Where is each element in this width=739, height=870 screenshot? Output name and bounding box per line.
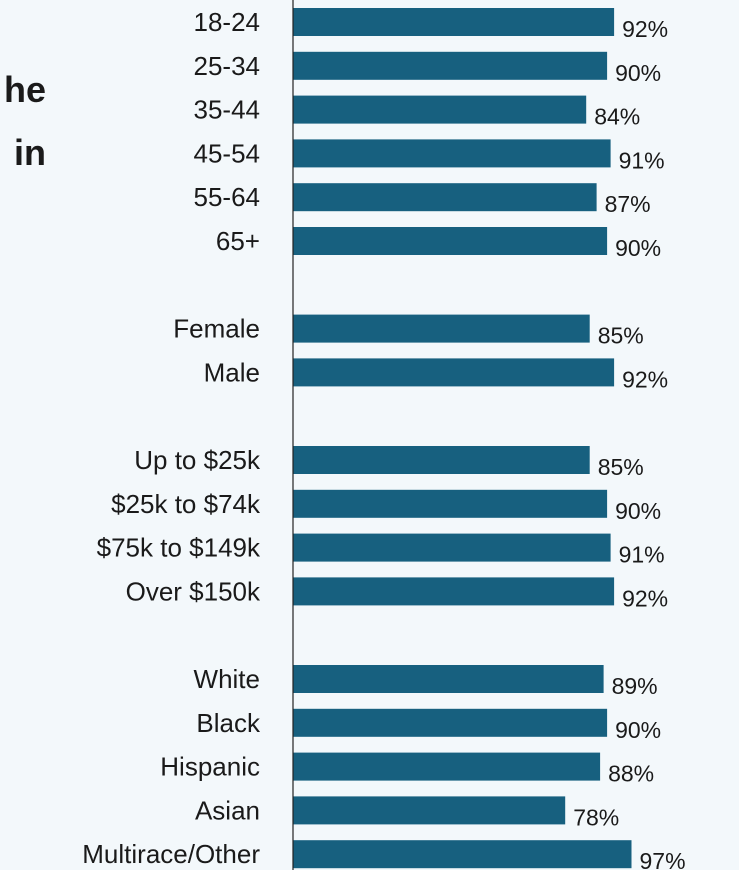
category-label: 35-44 — [194, 95, 261, 125]
value-label: 85% — [598, 454, 644, 480]
value-label: 90% — [615, 235, 661, 261]
category-label: 45-54 — [194, 138, 261, 168]
category-label: 18-24 — [194, 7, 261, 37]
category-label: Hispanic — [160, 752, 260, 782]
value-label: 84% — [594, 104, 640, 130]
bar-65- — [293, 227, 608, 255]
category-label: $25k to $74k — [111, 489, 261, 519]
value-label: 97% — [640, 848, 686, 870]
bar--25k-to-74k — [293, 489, 608, 518]
category-label: 65+ — [216, 226, 260, 256]
bars-group — [293, 8, 632, 869]
category-label: Up to $25k — [134, 445, 261, 475]
category-label: Multirace/Other — [82, 839, 260, 869]
category-label: White — [194, 664, 260, 694]
value-label: 78% — [573, 804, 619, 830]
bar-35-44 — [293, 95, 587, 124]
bar-hispanic — [293, 752, 601, 781]
category-label: 25-34 — [194, 51, 261, 81]
title-line-1: he — [3, 69, 46, 110]
category-label: Over $150k — [126, 576, 261, 606]
bar-asian — [293, 796, 566, 825]
value-labels: 92% 90% 84% 91% 87% 90% 85% 92% 85% 90% 91% 92% 89% 9… — [573, 16, 685, 870]
value-label: 91% — [619, 147, 665, 173]
chart-title-fragment: he in — [0, 58, 46, 184]
bar-25-34 — [293, 51, 608, 80]
title-line-2: in — [14, 132, 46, 173]
bar-male — [293, 358, 615, 387]
value-label: 91% — [619, 542, 665, 568]
bar-white — [293, 665, 604, 693]
category-label: Female — [173, 314, 260, 344]
bar-55-64 — [293, 183, 597, 212]
bar--75k-to-149k — [293, 533, 611, 562]
value-label: 92% — [622, 585, 668, 611]
category-labels: 18-24 25-34 35-44 45-54 55-64 65+ Female Male Up… — [82, 7, 261, 869]
category-label: 55-64 — [194, 182, 261, 212]
value-label: 87% — [605, 191, 651, 217]
bar-18-24 — [293, 8, 615, 36]
value-label: 85% — [598, 323, 644, 349]
bar-45-54 — [293, 139, 611, 168]
bar-multirace-other — [293, 840, 632, 869]
value-label: 88% — [608, 761, 654, 787]
category-label: Black — [196, 708, 261, 738]
value-label: 89% — [612, 673, 658, 699]
category-label: Asian — [195, 795, 260, 825]
value-label: 90% — [615, 498, 661, 524]
value-label: 92% — [622, 16, 668, 42]
value-label: 92% — [622, 366, 668, 392]
value-label: 90% — [615, 60, 661, 86]
bar-female — [293, 314, 590, 343]
bar-over-150k — [293, 577, 615, 606]
bar-black — [293, 708, 608, 737]
value-label: 90% — [615, 717, 661, 743]
category-label: $75k to $149k — [97, 533, 261, 563]
category-label: Male — [204, 357, 260, 387]
bar-up-to-25k — [293, 446, 590, 474]
